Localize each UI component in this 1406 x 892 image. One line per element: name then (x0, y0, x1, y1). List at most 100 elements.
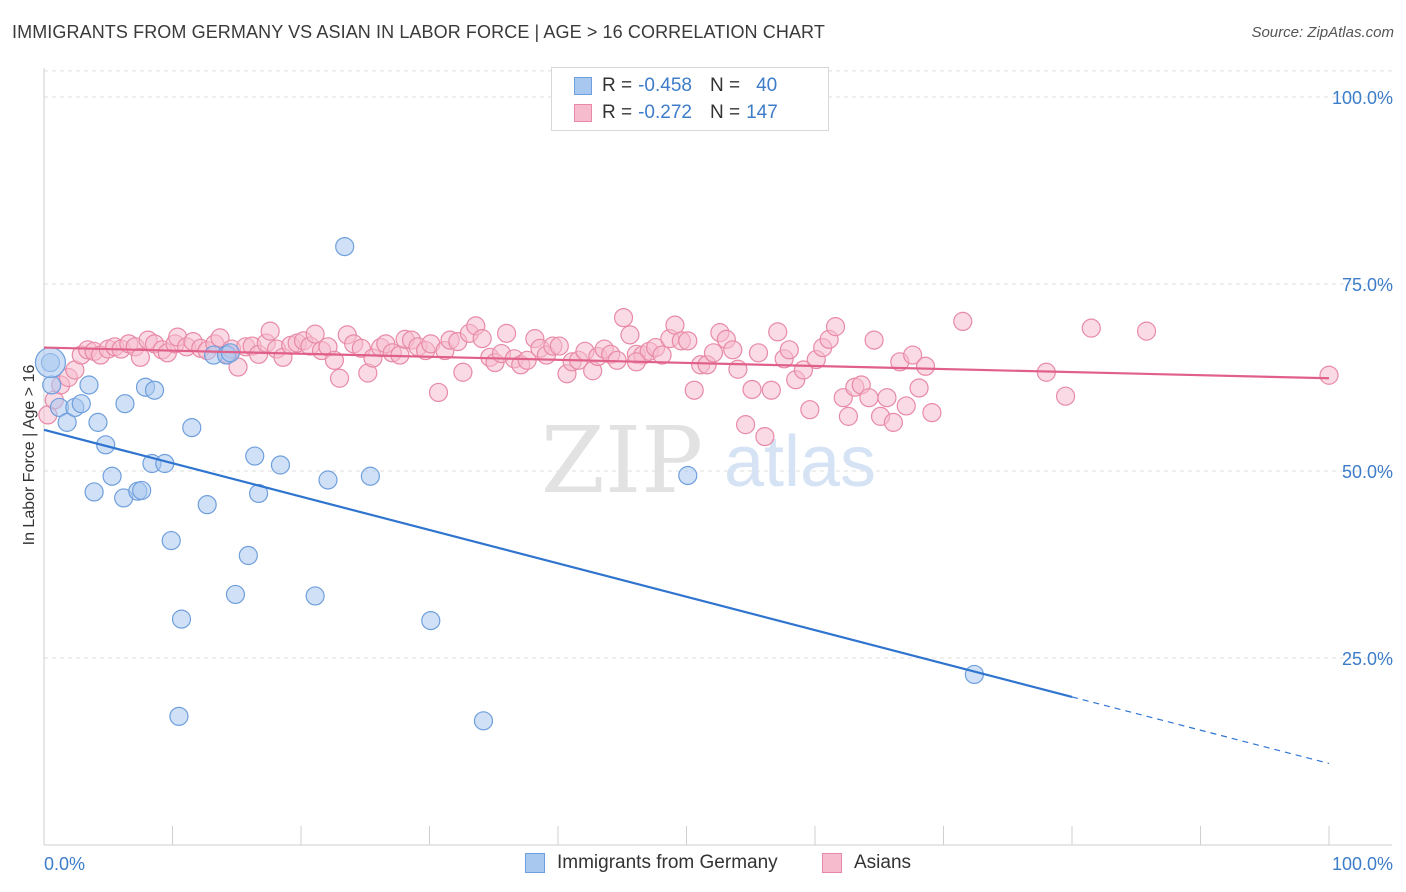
series-label-asians: Asians (854, 852, 912, 873)
data-point (260, 321, 280, 341)
trend-line (43, 346, 1330, 380)
data-point (678, 331, 698, 351)
data-point (964, 664, 984, 685)
data-point (171, 609, 192, 629)
data-point (360, 466, 380, 486)
data-point (678, 465, 698, 486)
watermark: ZIP atlas (541, 407, 876, 514)
series-legend: Immigrants from Germany Asians (0, 852, 1406, 878)
data-point (130, 347, 150, 367)
legend-swatch-asians (574, 104, 592, 122)
legend-n-label: N = (709, 102, 741, 123)
data-point (909, 378, 929, 398)
legend-n-value: 40 (756, 75, 778, 96)
data-point (318, 470, 338, 490)
x-tick-label: 0.0% (44, 854, 85, 874)
data-point (84, 482, 104, 502)
data-point (248, 483, 269, 504)
series-swatch-germany (525, 853, 545, 873)
data-point (761, 380, 781, 400)
series-swatch-asians (822, 853, 842, 873)
data-point (473, 711, 494, 731)
data-point (197, 495, 217, 515)
series-legend-asians[interactable]: Asians (822, 852, 911, 874)
data-point (210, 328, 230, 348)
y-tick-label: 75.0% (1342, 275, 1393, 295)
data-point (800, 400, 820, 420)
data-point (915, 356, 936, 376)
data-point (613, 308, 634, 328)
data-point (742, 379, 762, 400)
data-point (182, 418, 202, 438)
data-point (270, 455, 291, 475)
data-point (1055, 386, 1076, 406)
legend-r-value: -0.272 (638, 102, 692, 123)
data-point (34, 346, 67, 379)
data-point (305, 586, 325, 606)
data-point (877, 388, 897, 408)
data-point (736, 415, 756, 435)
source-credit: Source: ZipAtlas.com (1251, 24, 1394, 41)
legend-r-label: R = (602, 102, 633, 123)
legend-r-label: R = (602, 75, 633, 96)
data-point (922, 403, 942, 423)
legend-n-value: 147 (746, 102, 778, 123)
legend-n-label: N = (709, 75, 741, 96)
data-point (723, 340, 743, 360)
data-point (620, 325, 640, 345)
data-point (88, 412, 108, 432)
trend-line (43, 428, 1073, 698)
legend-r-value: -0.458 (638, 75, 692, 96)
data-point (169, 706, 189, 726)
data-point (768, 322, 788, 342)
data-point (864, 330, 884, 350)
data-point (755, 426, 775, 447)
data-point (838, 406, 859, 426)
data-point (1136, 321, 1157, 341)
trend-line-extension (1071, 696, 1330, 765)
data-point (1319, 365, 1339, 385)
legend-box: R = -0.458 N = 40 R = -0.272 N = 147 (551, 67, 829, 131)
legend-row-germany: R = -0.458 N = 40 (574, 73, 777, 99)
data-point (652, 345, 672, 365)
data-point (305, 324, 325, 344)
data-point (144, 380, 165, 400)
data-point (684, 380, 704, 400)
series-label-germany: Immigrants from Germany (557, 852, 778, 873)
legend-row-asians: R = -0.272 N = 147 (574, 100, 778, 126)
y-tick-label: 50.0% (1342, 462, 1393, 482)
data-point (329, 368, 350, 388)
data-point (238, 545, 258, 566)
data-point (779, 340, 799, 360)
series-legend-germany[interactable]: Immigrants from Germany (525, 852, 778, 874)
data-point (245, 446, 265, 466)
data-point (883, 412, 903, 432)
data-point (161, 530, 181, 551)
data-point (825, 317, 846, 337)
data-point (549, 336, 569, 356)
chart-title: IMMIGRANTS FROM GERMANY VS ASIAN IN LABO… (12, 22, 825, 42)
legend-swatch-germany (574, 77, 592, 95)
data-point (1081, 318, 1101, 338)
data-point (428, 382, 449, 403)
data-point (859, 388, 879, 408)
data-point (896, 396, 916, 416)
data-point (903, 345, 923, 365)
data-point (57, 412, 77, 432)
data-point (748, 343, 769, 363)
data-point (324, 350, 345, 370)
y-axis-label: In Labor Force | Age > 16 (21, 365, 38, 546)
trend-lines (43, 346, 1330, 765)
y-tick-label: 100.0% (1332, 88, 1393, 108)
data-point (42, 375, 62, 395)
x-tick-label: 100.0% (1332, 854, 1393, 874)
data-point (79, 375, 99, 395)
data-points (34, 237, 1339, 731)
data-point (472, 329, 492, 349)
watermark-atlas: atlas (724, 422, 876, 502)
data-point (225, 584, 246, 605)
data-point (71, 394, 91, 414)
data-point (421, 610, 441, 631)
data-point (497, 323, 517, 343)
axes (43, 68, 1392, 846)
